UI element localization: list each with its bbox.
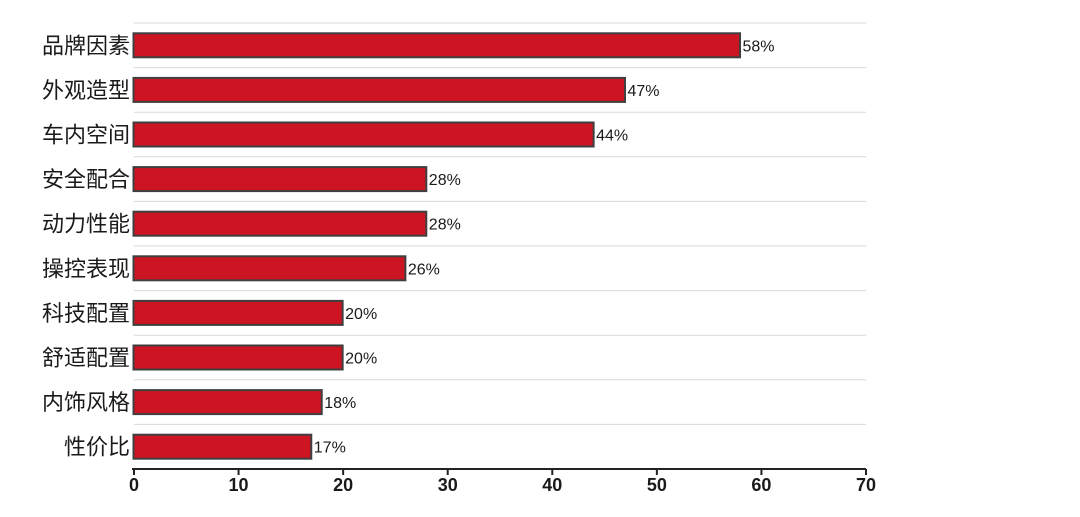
bar bbox=[132, 255, 407, 282]
data-label: 47% bbox=[627, 83, 659, 100]
category-label: 外观造型 bbox=[42, 79, 130, 104]
category-label: 安全配合 bbox=[42, 168, 130, 193]
bar bbox=[132, 166, 428, 193]
bar bbox=[132, 299, 344, 326]
x-tick-label: 20 bbox=[333, 475, 353, 495]
x-tick-label: 0 bbox=[129, 475, 139, 495]
category-label: 内饰风格 bbox=[42, 391, 130, 416]
data-label: 18% bbox=[324, 395, 356, 412]
x-tick-label: 30 bbox=[438, 475, 458, 495]
data-label: 20% bbox=[345, 351, 377, 368]
x-tick-label: 60 bbox=[751, 475, 771, 495]
bar bbox=[132, 389, 323, 416]
bar bbox=[132, 32, 742, 59]
data-label: 17% bbox=[314, 440, 346, 457]
category-label: 操控表现 bbox=[42, 257, 130, 282]
data-label: 58% bbox=[743, 38, 775, 55]
data-label: 26% bbox=[408, 261, 440, 278]
category-label: 科技配置 bbox=[42, 302, 130, 327]
bar bbox=[132, 433, 313, 460]
x-tick-label: 70 bbox=[856, 475, 876, 495]
x-tick-label: 40 bbox=[542, 475, 562, 495]
category-label: 性价比 bbox=[64, 436, 130, 461]
bar bbox=[132, 121, 595, 148]
category-label: 车内空间 bbox=[42, 124, 130, 149]
x-tick-label: 10 bbox=[229, 475, 249, 495]
bar bbox=[132, 76, 626, 103]
bar bbox=[132, 344, 344, 371]
category-label: 舒适配置 bbox=[42, 347, 130, 372]
data-label: 28% bbox=[429, 172, 461, 189]
category-label: 品牌因素 bbox=[42, 34, 130, 59]
category-label: 动力性能 bbox=[42, 213, 130, 238]
bar bbox=[132, 210, 428, 237]
data-label: 44% bbox=[596, 128, 628, 145]
data-label: 20% bbox=[345, 306, 377, 323]
data-label: 28% bbox=[429, 217, 461, 234]
x-tick-label: 50 bbox=[647, 475, 667, 495]
